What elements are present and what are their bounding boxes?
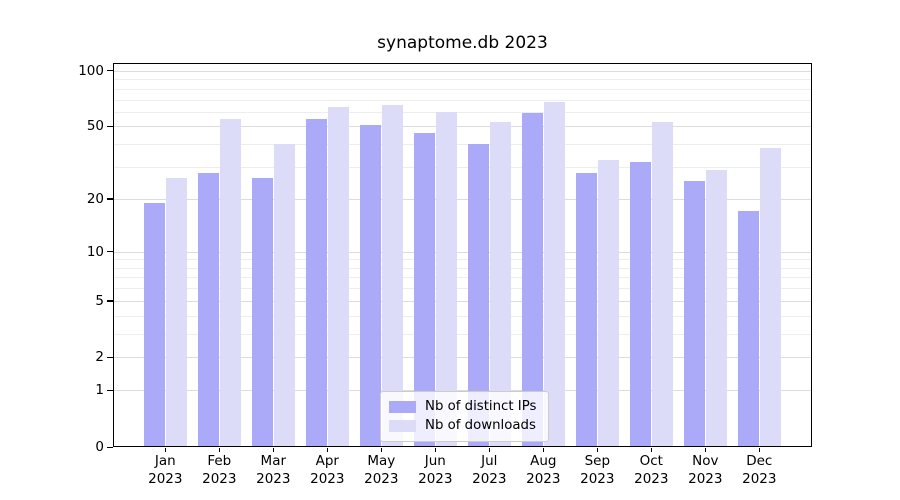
x-tick: [218, 448, 220, 452]
x-tick: [272, 448, 274, 452]
y-tick-label: 10: [86, 243, 104, 260]
gridline-major: [113, 390, 812, 392]
bar-downloads: [597, 159, 619, 447]
x-tick: [434, 448, 436, 452]
x-tick-label: Dec 2023: [742, 453, 777, 487]
legend-entry-distinct-ips: Nb of distinct IPs: [381, 397, 548, 416]
x-tick: [488, 448, 490, 452]
gridline-minor: [113, 277, 812, 279]
x-tick-label: Jan 2023: [148, 453, 183, 487]
y-tick-label: 1: [95, 382, 104, 399]
x-tick-label: Mar 2023: [256, 453, 291, 487]
bar-distinct-ips: [413, 133, 435, 447]
bar-distinct-ips: [143, 202, 165, 447]
bar-distinct-ips: [521, 113, 543, 447]
y-tick: [107, 251, 113, 253]
gridline-major: [113, 198, 812, 200]
bar-distinct-ips: [683, 181, 705, 447]
y-tick-label: 0: [95, 439, 104, 455]
y-tick: [107, 446, 113, 448]
bar-downloads: [381, 105, 403, 447]
gridline-minor: [113, 79, 812, 81]
x-tick-label: Oct 2023: [634, 453, 669, 487]
gridline-minor: [113, 333, 812, 335]
gridline-minor: [113, 259, 812, 261]
bar-downloads: [651, 121, 673, 447]
bar-distinct-ips: [629, 161, 651, 447]
y-tick-label: 2: [95, 349, 104, 366]
y-tick: [107, 356, 113, 359]
gridline-major: [113, 70, 812, 72]
bar-downloads: [327, 106, 349, 447]
y-tick-label: 50: [86, 118, 104, 135]
bar-downloads: [543, 101, 565, 447]
x-tick: [164, 448, 166, 452]
y-tick: [107, 125, 113, 128]
legend-entry-downloads: Nb of downloads: [381, 416, 548, 435]
x-tick-label: Sep 2023: [580, 453, 615, 487]
x-tick-label: Apr 2023: [310, 453, 345, 487]
bar-downloads: [219, 118, 241, 447]
y-tick-label: 20: [86, 190, 104, 207]
y-tick: [107, 70, 113, 72]
bar-downloads: [273, 144, 295, 447]
gridline-minor: [113, 99, 812, 101]
bar-distinct-ips: [467, 144, 489, 447]
x-tick-label: Aug 2023: [526, 453, 561, 487]
bar-downloads: [489, 121, 511, 447]
bar-distinct-ips: [737, 211, 759, 447]
y-tick-label: 100: [78, 62, 104, 79]
legend-label-distinct-ips: Nb of distinct IPs: [425, 399, 537, 414]
bar-downloads: [759, 148, 781, 447]
gridline-major: [113, 126, 812, 128]
x-tick-label: Feb 2023: [202, 453, 237, 487]
gridline-minor: [113, 167, 812, 169]
x-tick: [650, 448, 652, 452]
x-tick: [704, 448, 706, 452]
x-tick: [380, 448, 382, 452]
x-tick: [326, 448, 328, 452]
bar-downloads: [705, 169, 727, 447]
x-tick: [542, 448, 544, 452]
x-tick-label: Jun 2023: [418, 453, 453, 487]
bar-distinct-ips: [359, 124, 381, 447]
gridline-major: [113, 300, 812, 302]
bar-distinct-ips: [251, 178, 273, 447]
bar-downloads: [435, 111, 457, 447]
y-tick: [107, 198, 113, 200]
y-tick-label: 5: [95, 292, 104, 309]
x-tick-label: Jul 2023: [472, 453, 507, 487]
y-tick: [107, 389, 113, 392]
gridline-minor: [113, 88, 812, 90]
gridline-minor: [113, 315, 812, 317]
bar-distinct-ips: [197, 172, 219, 447]
x-tick: [596, 448, 598, 452]
gridline-minor: [113, 144, 812, 146]
bar-downloads: [165, 178, 187, 447]
bar-distinct-ips: [575, 172, 597, 447]
gridline-minor: [113, 267, 812, 269]
gridline-major: [113, 251, 812, 253]
legend: Nb of distinct IPs Nb of downloads: [380, 391, 549, 442]
legend-label-downloads: Nb of downloads: [425, 418, 536, 433]
gridline-major: [113, 357, 812, 359]
gridline-minor: [113, 111, 812, 113]
x-tick-label: May 2023: [364, 453, 399, 487]
gridline-minor: [113, 288, 812, 290]
chart-title: synaptome.db 2023: [377, 33, 548, 53]
legend-swatch-downloads: [389, 419, 416, 432]
plot-area: [113, 63, 812, 447]
y-tick: [107, 300, 113, 302]
x-tick-label: Nov 2023: [688, 453, 723, 487]
x-tick: [758, 448, 760, 452]
bar-distinct-ips: [305, 118, 327, 447]
legend-swatch-distinct-ips: [389, 400, 416, 413]
